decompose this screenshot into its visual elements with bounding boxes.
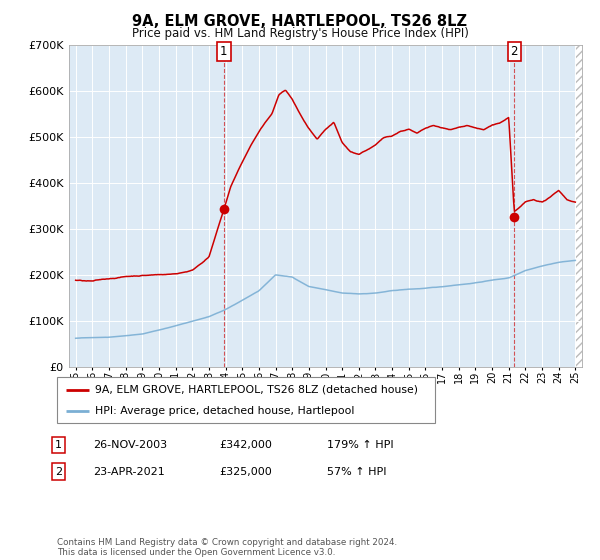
Text: 1: 1 bbox=[220, 45, 227, 58]
Text: £325,000: £325,000 bbox=[219, 466, 272, 477]
Text: 179% ↑ HPI: 179% ↑ HPI bbox=[327, 440, 394, 450]
Text: 57% ↑ HPI: 57% ↑ HPI bbox=[327, 466, 386, 477]
Text: Contains HM Land Registry data © Crown copyright and database right 2024.
This d: Contains HM Land Registry data © Crown c… bbox=[57, 538, 397, 557]
Text: Price paid vs. HM Land Registry's House Price Index (HPI): Price paid vs. HM Land Registry's House … bbox=[131, 27, 469, 40]
Bar bbox=[575, 45, 584, 367]
Text: 26-NOV-2003: 26-NOV-2003 bbox=[93, 440, 167, 450]
Text: 2: 2 bbox=[55, 466, 62, 477]
Text: 9A, ELM GROVE, HARTLEPOOL, TS26 8LZ (detached house): 9A, ELM GROVE, HARTLEPOOL, TS26 8LZ (det… bbox=[95, 385, 418, 395]
Text: 2: 2 bbox=[511, 45, 518, 58]
Text: £342,000: £342,000 bbox=[219, 440, 272, 450]
Text: HPI: Average price, detached house, Hartlepool: HPI: Average price, detached house, Hart… bbox=[95, 407, 354, 416]
Text: 23-APR-2021: 23-APR-2021 bbox=[93, 466, 165, 477]
Text: 9A, ELM GROVE, HARTLEPOOL, TS26 8LZ: 9A, ELM GROVE, HARTLEPOOL, TS26 8LZ bbox=[133, 14, 467, 29]
Text: 1: 1 bbox=[55, 440, 62, 450]
FancyBboxPatch shape bbox=[57, 377, 435, 423]
